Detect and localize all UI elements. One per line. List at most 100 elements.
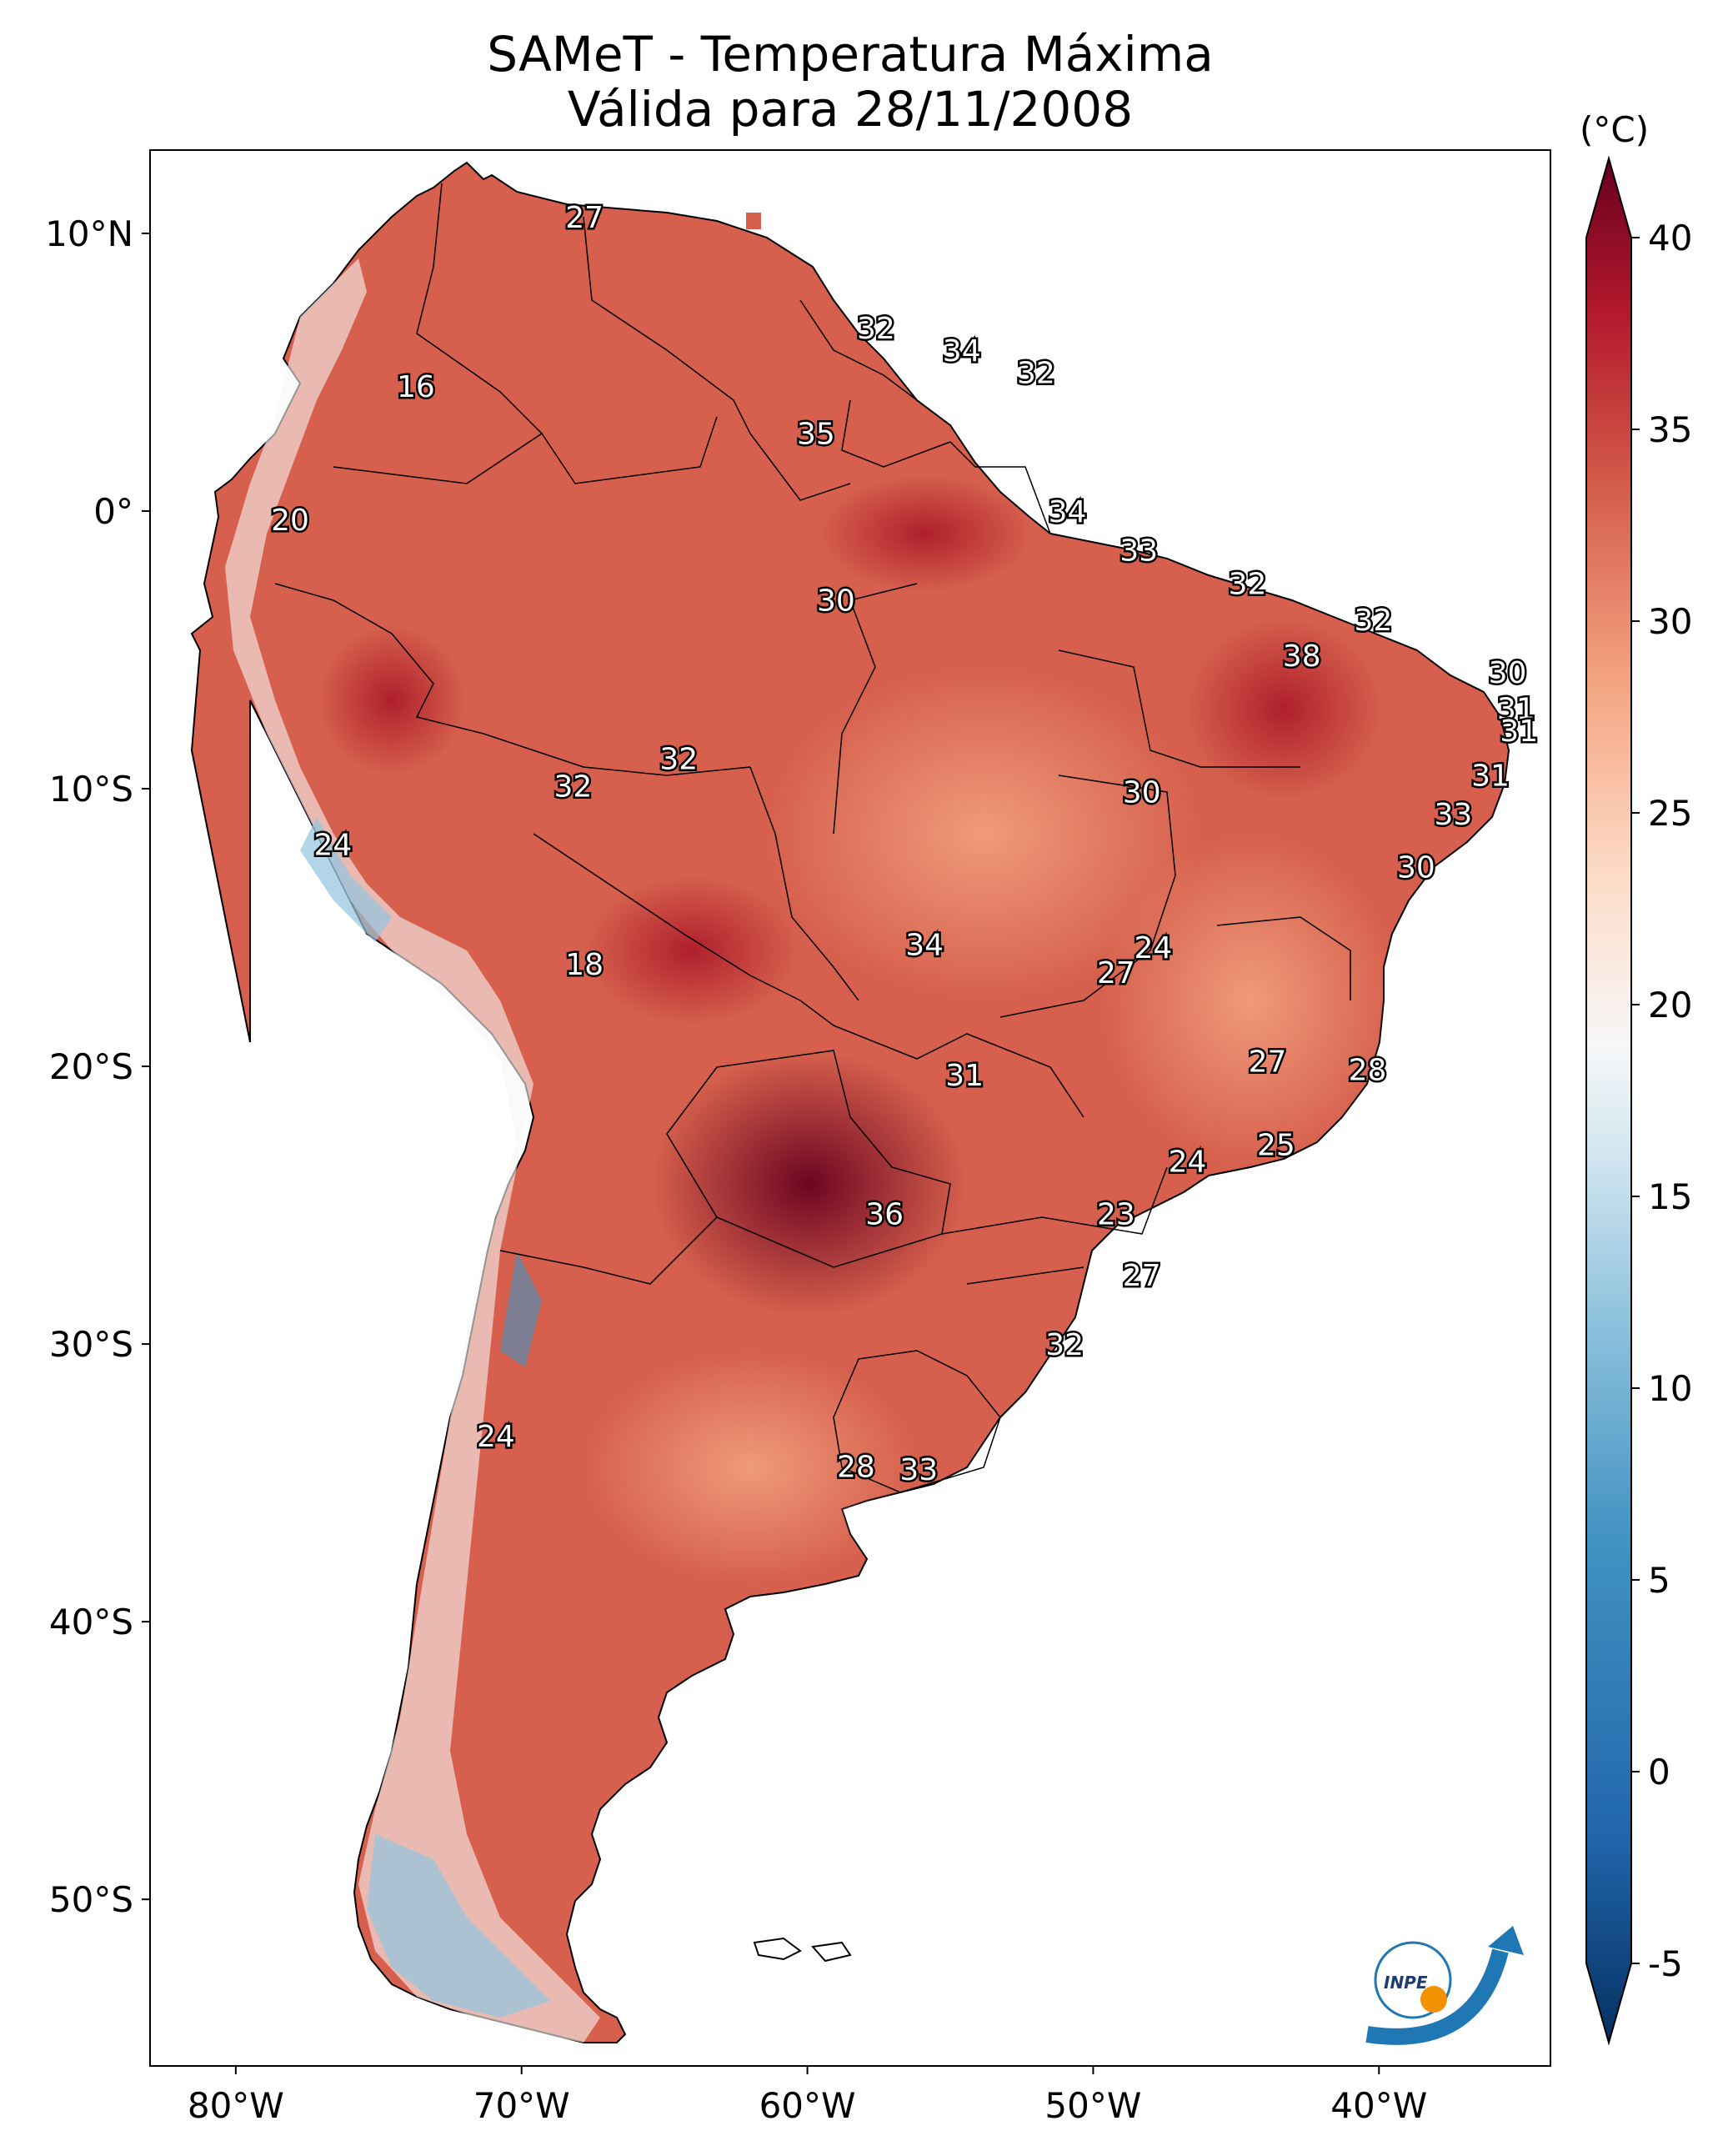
latitude-tick-label: 10°S [49, 769, 133, 810]
border-suriname [841, 399, 951, 468]
colorbar-ticks: -5 0 5 10 15 20 25 30 35 40 [1631, 218, 1692, 1984]
border-colombia [333, 183, 543, 484]
andes-peru-cold [300, 817, 392, 942]
temperature-label: 32 [659, 742, 698, 776]
temperature-label: 33 [1119, 534, 1158, 569]
map-subtitle: Válida para 28/11/2008 [567, 81, 1134, 138]
border-brazil-state-2 [1058, 649, 1300, 768]
temperature-label: 27 [565, 201, 604, 235]
temperature-label: 28 [1349, 1053, 1387, 1087]
patagonia-cold [367, 1834, 550, 2018]
logo-orbit [1374, 1941, 1452, 2019]
temperature-label: 38 [1283, 639, 1321, 674]
border-bolivia-east [749, 766, 859, 1001]
falkland-islands-east [811, 1941, 852, 1963]
temperature-label: 28 [837, 1451, 875, 1485]
temperature-label: 16 [397, 370, 435, 404]
temperature-label: 31 [1500, 714, 1538, 749]
temperature-label: 27 [1123, 1259, 1161, 1293]
border-guyana [799, 299, 918, 401]
hotspot-peru [317, 625, 467, 775]
colorbar-tick-label: 40 [1648, 218, 1692, 258]
temperature-label: 23 [1097, 1198, 1135, 1232]
temperature-label: 33 [899, 1453, 938, 1487]
border-brazil-state-5 [941, 1166, 1168, 1235]
longitude-tick-label: 80°W [188, 2085, 284, 2126]
latitude-tick-label: 50°S [49, 1879, 133, 1920]
border-bolivia [533, 833, 834, 1026]
latitude-ticks: 10°N 0° 10°S 20°S 30°S 40°S 50°S [45, 213, 150, 1920]
colorbar-unit: (°C) [1580, 109, 1649, 150]
temperature-label: 25 [1257, 1128, 1295, 1162]
longitude-tick-label: 50°W [1044, 2085, 1141, 2126]
logo-sun [1420, 1986, 1447, 2013]
temperature-label: 32 [1045, 1328, 1084, 1362]
country-borders [274, 183, 1351, 1493]
longitude-tick-label: 40°W [1330, 2085, 1427, 2126]
border-argentina-north [499, 1216, 718, 1285]
temperature-label: 30 [1123, 775, 1161, 810]
map-frame [149, 149, 1551, 2067]
temperature-label: 20 [271, 504, 309, 538]
border-brazil-state-4 [1216, 916, 1351, 1000]
border-guiana [949, 441, 1051, 534]
temperature-label: 30 [1397, 850, 1435, 885]
border-paraguay [666, 1050, 951, 1268]
colorbar-tick-label: 20 [1648, 985, 1692, 1025]
temperature-label: 24 [1169, 1145, 1207, 1179]
map-title: SAMeT - Temperatura Máxima [487, 26, 1214, 83]
logo-arrow [1488, 1926, 1524, 1955]
temperature-label: 18 [565, 948, 604, 982]
colorbar: (°C) -5 0 5 10 15 20 25 30 35 40 [1580, 109, 1692, 2046]
latitude-tick-label: 10°N [45, 213, 133, 254]
temperature-label: 27 [1249, 1045, 1287, 1079]
hotspot-para [817, 475, 1034, 592]
warm-southeast-brazil [1100, 834, 1400, 1167]
temperature-label: 32 [1355, 604, 1393, 638]
temperature-label: 32 [1229, 568, 1267, 602]
colorbar-tick-label: 35 [1648, 409, 1692, 450]
colorbar-tick-label: 10 [1648, 1368, 1692, 1409]
hotspot-chaco [650, 1050, 967, 1317]
temperature-label: 36 [865, 1198, 904, 1232]
colorbar-tick-label: 25 [1648, 793, 1692, 834]
colorbar-tick-label: 0 [1648, 1752, 1670, 1792]
colorbar-tick-label: -5 [1648, 1943, 1683, 1984]
temperature-label: 24 [1134, 931, 1173, 965]
temperature-label: 31 [1497, 692, 1535, 726]
border-brazil-state-3 [999, 775, 1176, 1018]
temperature-label: 34 [1049, 495, 1087, 529]
temperature-label: 31 [945, 1059, 984, 1093]
temperature-label: 35 [797, 418, 835, 452]
temperature-label: 34 [943, 334, 981, 369]
trinidad-island [746, 213, 761, 229]
temperature-label: 34 [905, 929, 944, 963]
border-brazil-state-6 [966, 1266, 1084, 1285]
logo-text: INPE [1384, 1973, 1428, 1993]
temperature-label: 32 [554, 770, 593, 805]
colorbar-tick-label: 30 [1648, 601, 1692, 642]
colorbar-tick-label: 15 [1648, 1176, 1692, 1217]
border-brazil-state-1 [833, 583, 918, 835]
border-uruguay [833, 1350, 1001, 1493]
warm-central-brazil [767, 667, 1200, 1000]
falkland-islands [753, 1937, 802, 1961]
logo-swoosh [1365, 1948, 1509, 2045]
temperature-label: 27 [1097, 956, 1135, 990]
andes-cool-region [225, 258, 600, 2043]
warm-pampas [584, 1351, 917, 1584]
colorbar-tick-label: 5 [1648, 1560, 1670, 1601]
colorbar-body [1585, 155, 1632, 2046]
andes-chile-cold [500, 1251, 542, 1367]
temperature-label: 30 [1489, 656, 1527, 690]
border-venezuela [583, 216, 851, 501]
latitude-tick-label: 40°S [49, 1602, 133, 1642]
temperature-label: 33 [1435, 798, 1473, 832]
temperature-label: 24 [314, 829, 353, 863]
border-brazil-state-7 [833, 1025, 1084, 1118]
latitude-tick-label: 20°S [49, 1046, 133, 1087]
border-colombia-brazil [541, 416, 718, 484]
hotspot-northeast [1184, 617, 1384, 800]
latitude-tick-label: 30°S [49, 1324, 133, 1365]
